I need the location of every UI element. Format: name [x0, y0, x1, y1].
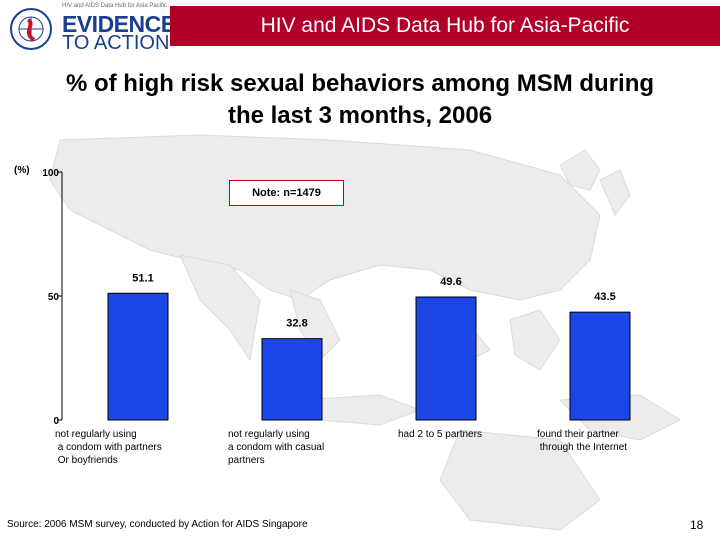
logo-line1: EVIDENCE — [62, 11, 176, 37]
bar — [569, 311, 631, 421]
source-text: Source: 2006 MSM survey, conducted by Ac… — [7, 519, 308, 530]
bar — [261, 338, 323, 421]
x-label-4: found their partner through the Internet — [537, 429, 628, 453]
y-tick-label: 50 — [48, 292, 60, 303]
bar-value-label: 43.5 — [594, 291, 615, 303]
logo-small-text: HIV and AIDS Data Hub for Asia Pacific — [62, 3, 168, 9]
bar-value-label: 51.1 — [132, 272, 153, 284]
bar — [415, 296, 477, 421]
x-label-3: had 2 to 5 partners — [398, 429, 482, 440]
x-label-1: not regularly using a condom with partne… — [55, 429, 162, 466]
header-title: HIV and AIDS Data Hub for Asia-Pacific — [260, 14, 630, 37]
page-number: 18 — [690, 518, 704, 532]
header: HIV and AIDS Data Hub for Asia Pacific E… — [0, 0, 720, 58]
evidence-to-action-logo: HIV and AIDS Data Hub for Asia Pacific E… — [4, 2, 176, 54]
y-tick-label: 100 — [42, 168, 59, 179]
y-unit-label: (%) — [14, 165, 30, 176]
un-emblem-icon — [10, 8, 52, 50]
x-label-2: not regularly using a condom with casual… — [228, 429, 325, 466]
logo-line2: TO ACTION — [62, 32, 170, 54]
slide-title-line2: the last 3 months, 2006 — [227, 102, 493, 129]
note-box: Note: n=1479 — [229, 180, 344, 206]
bar — [107, 292, 169, 421]
slide-title-line1: % of high risk sexual behaviors among MS… — [65, 70, 655, 97]
bar-value-label: 49.6 — [440, 276, 461, 288]
y-tick-label: 0 — [53, 416, 59, 427]
slide-title: % of high risk sexual behaviors among MS… — [0, 68, 720, 132]
header-bar: HIV and AIDS Data Hub for Asia-Pacific — [170, 6, 720, 46]
bar-value-label: 32.8 — [286, 318, 307, 330]
